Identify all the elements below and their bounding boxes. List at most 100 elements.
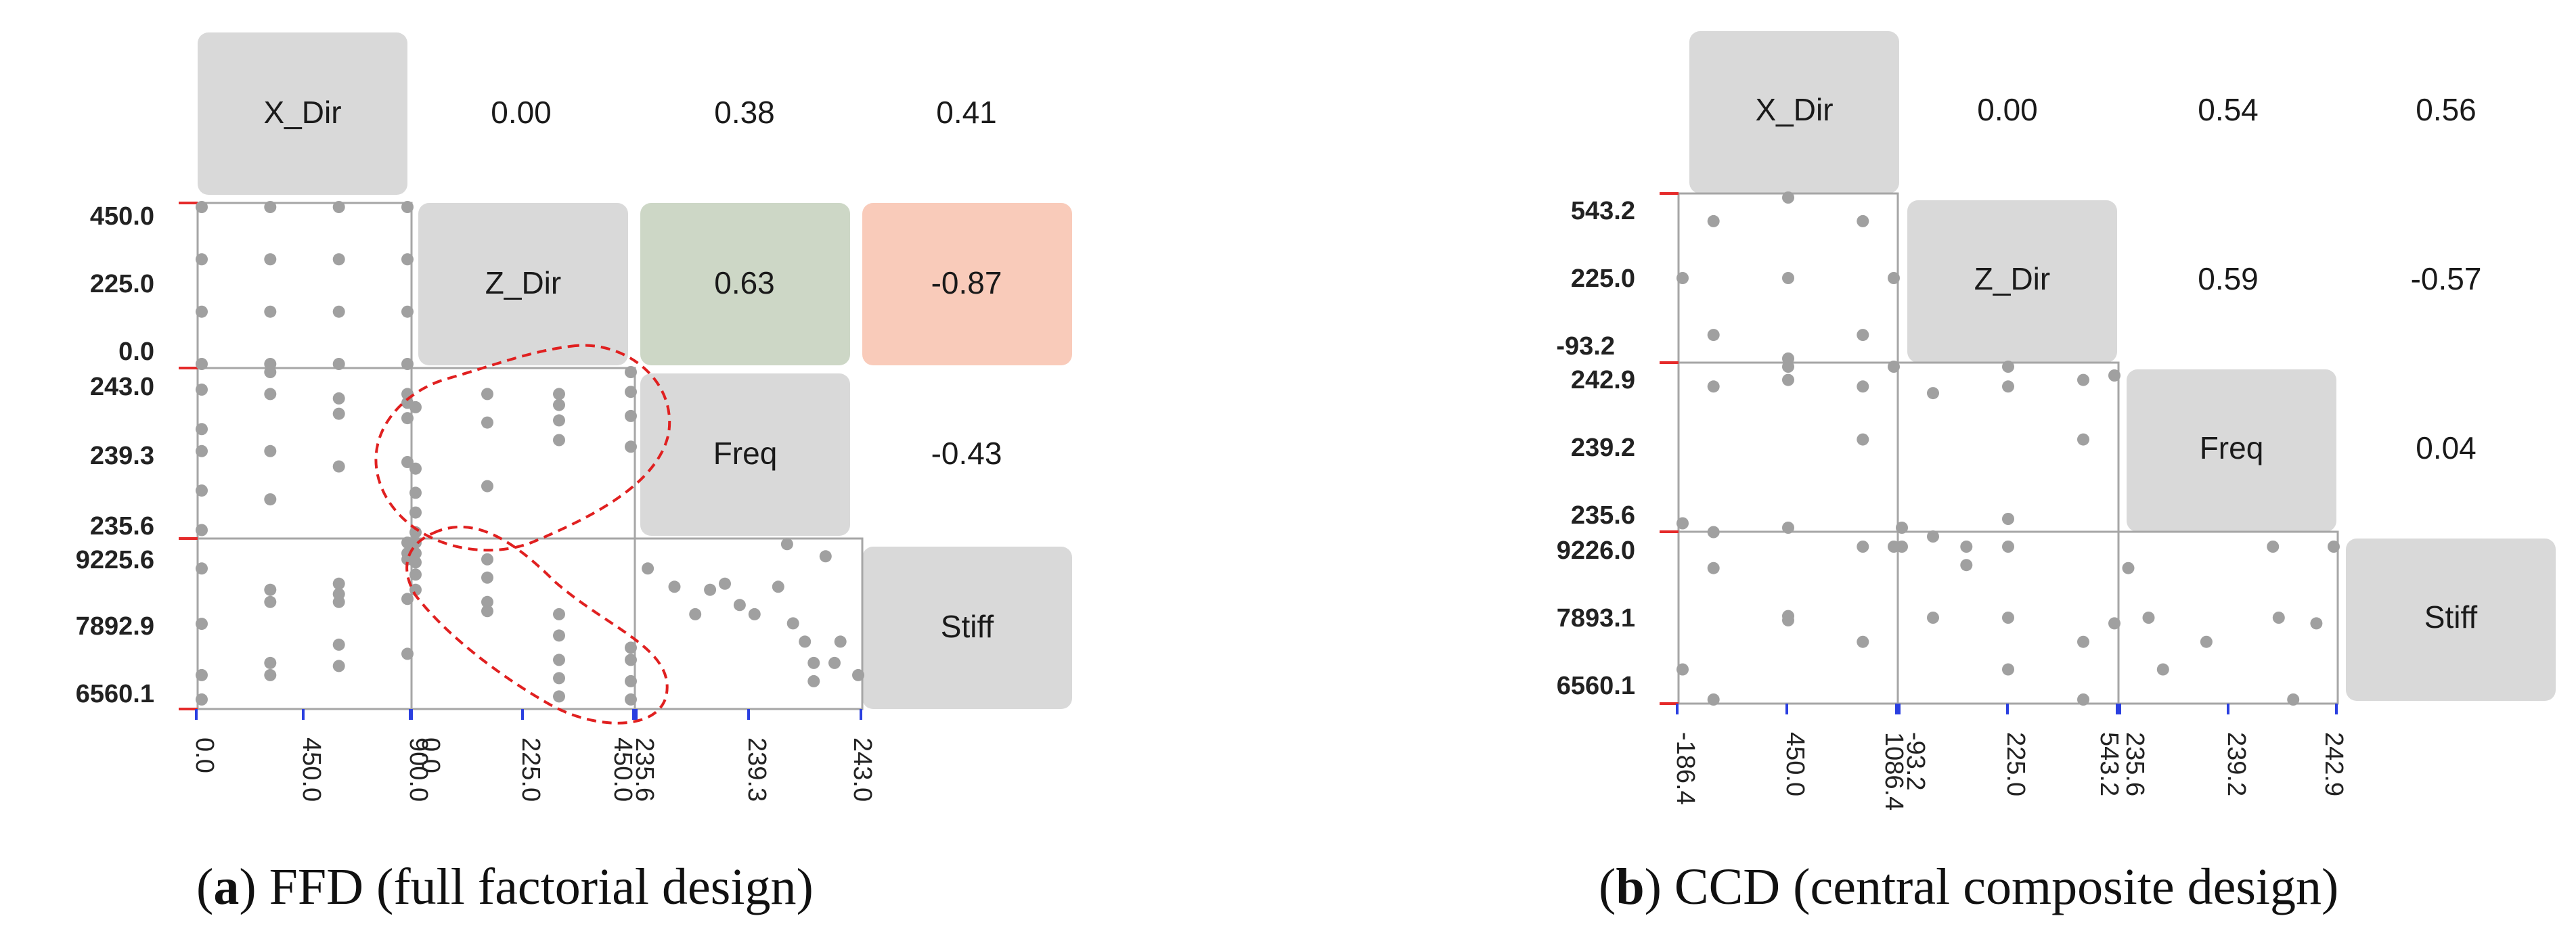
panel-b-point-1_0-2 <box>1707 329 1720 342</box>
panel-a-point-3_1-8 <box>481 605 493 618</box>
panel-b-point-3_1-1 <box>1927 612 1939 624</box>
panel-a-point-3_1-2 <box>409 556 422 569</box>
panel-b-point-2_1-2 <box>1927 387 1939 400</box>
panel-a-point-2_0-11 <box>332 460 345 473</box>
panel-a-point-3_2-1 <box>668 580 681 593</box>
panel-a-point-3_2-13 <box>819 550 832 563</box>
panel-b-corr-z-stiff: -0.57 <box>2411 261 2482 296</box>
panel-a-ytick-z-high: 450.0 <box>90 202 154 231</box>
panel-a-point-3_1-10 <box>553 629 565 642</box>
panel-a-point-3_2-12 <box>807 675 820 687</box>
panel-a-point-3_0-2 <box>196 668 208 681</box>
panel-a-point-2_1-13 <box>625 409 637 422</box>
panel-a-scatter-points <box>196 201 864 706</box>
panel-b-point-2_0-7 <box>1857 433 1869 446</box>
panel-b-point-3_2-2 <box>2156 663 2169 676</box>
panel-a-point-3_2-6 <box>748 608 761 620</box>
panel-a-point-3_1-12 <box>553 672 565 685</box>
panel-a-point-3_0-3 <box>196 693 208 706</box>
panel-a-corr-bg-z-stiff <box>862 203 1072 365</box>
panel-a-point-2_0-14 <box>401 412 414 425</box>
panel-a-point-3_1-0 <box>409 536 422 549</box>
panel-a-scatter-matrix: X_Dir Z_Dir Freq Stiff 0.00 0.38 0.41 0.… <box>76 32 1072 802</box>
panel-a-annotation-loop-lower <box>405 525 669 725</box>
panel-b-point-2_1-0 <box>1896 522 1908 534</box>
panel-b-point-3_0-2 <box>1707 693 1720 706</box>
panel-a-diag-box-1 <box>418 203 628 365</box>
panel-a-var-label-1: Z_Dir <box>485 265 561 300</box>
caption-a-open-paren: ( <box>196 859 213 915</box>
panel-b-point-1_0-1 <box>1707 214 1720 227</box>
panel-a-point-1_0-3 <box>401 201 414 213</box>
panel-a-point-3_1-11 <box>553 654 565 666</box>
panel-a-xtick-z-high: 450.0 <box>608 737 637 802</box>
panel-a-point-2_1-7 <box>481 480 493 493</box>
panel-a-point-3_0-16 <box>401 593 414 605</box>
panel-a-var-label-3: Stiff <box>941 609 994 644</box>
panel-b-point-3_2-4 <box>2267 541 2280 553</box>
panel-a-point-2_1-15 <box>553 398 565 411</box>
panel-b-point-3_1-6 <box>2002 663 2014 676</box>
caption-b-open-paren: ( <box>1599 859 1616 915</box>
panel-a-point-3_1-3 <box>409 568 422 581</box>
panel-a-point-1_0-7 <box>401 253 414 266</box>
panel-b-var-label-3: Stiff <box>2424 599 2478 635</box>
panel-b-ytick-z-mid: 225.0 <box>1571 265 1635 293</box>
panel-b-scatter-points <box>1676 191 2340 706</box>
panel-b-xtick-z-low: -93.2 <box>1901 732 1930 791</box>
panel-a-point-2_1-5 <box>481 388 493 401</box>
panel-b-point-3_0-4 <box>1782 614 1794 626</box>
panel-a-point-1_0-11 <box>401 305 414 318</box>
panel-a-point-3_1-4 <box>409 583 422 596</box>
panel-b-point-3_1-2 <box>1960 541 1973 553</box>
panel-a-point-3_1-13 <box>553 690 565 703</box>
panel-a-point-3_1-7 <box>481 595 493 608</box>
panel-b-point-3_2-1 <box>2142 612 2155 624</box>
panel-b-point-2_0-0 <box>1676 517 1689 530</box>
panel-a-xtick-z-low: 0.0 <box>416 737 445 773</box>
caption-b: (b) CCD (central composite design) <box>1599 859 2338 915</box>
panel-a-point-3_0-6 <box>264 656 277 669</box>
panel-b-point-2_1-3 <box>2002 361 2014 373</box>
panel-b-point-3_1-4 <box>2002 541 2014 553</box>
panel-a-point-2_0-10 <box>332 407 345 420</box>
panel-a-point-2_0-1 <box>196 423 208 436</box>
panel-b-xtick-z-mid: 225.0 <box>2001 732 2030 796</box>
panel-a-point-3_2-5 <box>733 599 746 612</box>
panel-a-point-2_1-8 <box>553 388 565 401</box>
panel-a-point-3_2-9 <box>786 617 799 630</box>
panel-a-ytick-z-mid: 225.0 <box>90 270 154 298</box>
panel-b-point-2_1-6 <box>2077 373 2089 386</box>
panel-b-var-label-0: X_Dir <box>1755 92 1833 127</box>
panel-a-point-1_0-2 <box>332 201 345 213</box>
panel-a-point-2_1-0 <box>409 401 422 413</box>
panel-b-point-3_1-3 <box>1960 559 1973 572</box>
panel-a-point-3_0-12 <box>332 660 345 672</box>
panel-a-point-3_2-15 <box>834 635 847 648</box>
panel-a-cell-3-1 <box>410 537 636 710</box>
panel-a-point-1_0-14 <box>332 358 345 370</box>
panel-b-xtick-freq-mid: 239.2 <box>2222 732 2250 796</box>
panel-a-point-2_0-9 <box>332 392 345 405</box>
panel-b-point-2_0-6 <box>1857 380 1869 393</box>
panel-a-xtick-freq-mid: 239.3 <box>742 737 771 802</box>
panel-b-point-1_0-7 <box>1857 329 1869 342</box>
panel-a-point-3_2-4 <box>719 577 731 590</box>
panel-a-point-1_0-5 <box>264 253 277 266</box>
panel-b-point-3_1-5 <box>2002 612 2014 624</box>
panel-b-point-2_0-3 <box>1782 361 1794 373</box>
panel-a-corr-z-freq: 0.63 <box>714 265 775 300</box>
panel-a-point-3_1-6 <box>481 571 493 584</box>
panel-b-point-3_2-3 <box>2200 635 2213 648</box>
panel-b-point-2_1-1 <box>1927 530 1939 543</box>
panel-b-ytick-z-low: -93.2 <box>1556 332 1615 361</box>
panel-a-ytick-freq-low: 235.6 <box>90 512 154 541</box>
caption-b-text: ) CCD (central composite design) <box>1645 859 2339 915</box>
panel-a-point-3_0-10 <box>332 595 345 608</box>
panel-b-point-3_2-5 <box>2272 612 2285 624</box>
panel-b-diag-box-0 <box>1689 31 1899 193</box>
panel-a-point-3_1-15 <box>625 654 637 666</box>
panel-b-var-label-1: Z_Dir <box>1974 261 2050 296</box>
panel-b-xtick-x-high: 1086.4 <box>1880 732 1908 810</box>
panel-b-bottom-ticks <box>1676 704 2338 714</box>
